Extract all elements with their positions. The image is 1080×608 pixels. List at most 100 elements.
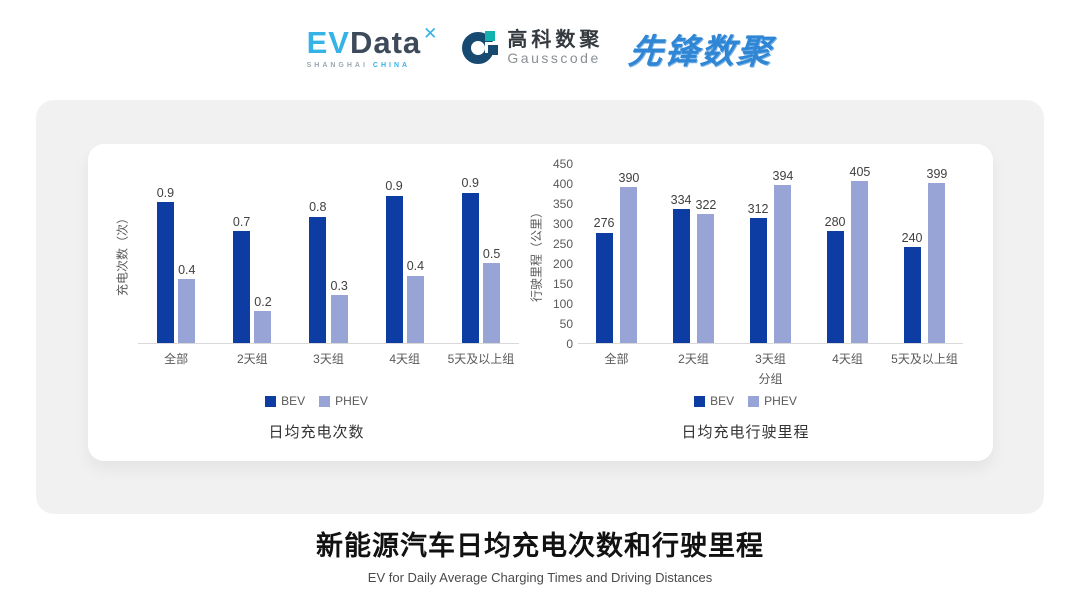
bar-column: 276 [594, 164, 615, 343]
x-category-label: 5天及以上组 [891, 352, 958, 366]
chart-daily-driving-distance: 行驶里程（公里） 450 400 350 300 250 200 150 100 50 0 276 39… [528, 158, 963, 461]
bar-column: 399 [927, 164, 947, 343]
bar-bev [461, 192, 479, 343]
page-title: 新能源汽车日均充电次数和行驶里程 [316, 531, 764, 561]
bar-bev [385, 195, 403, 343]
bar-value-label: 0.7 [232, 214, 251, 229]
evdata-star-icon: ✕ [423, 24, 439, 43]
y-tick-label: 250 [552, 237, 573, 251]
x-category-label: 全部 [164, 352, 189, 366]
charts-card: 充电次数（次） 0.9 0.4 0.7 0.2 0.8 0.3 0.9 0.4 0.9 0.5 全部 2… [88, 144, 993, 461]
bar-value-label: 394 [772, 168, 794, 183]
bar-value-label: 0.9 [461, 176, 479, 191]
y-tick-label: 0 [566, 337, 573, 351]
y-tick-label: 200 [552, 257, 573, 271]
x-axis-title: 分组 [758, 372, 783, 386]
bar-column: 394 [772, 164, 794, 343]
x-category-label: 2天组 [678, 352, 709, 366]
gausscode-logo-cn: 高科数聚 [507, 29, 604, 52]
y-axis-title: 充电次数（次） [114, 164, 130, 344]
bar-group: 240 399 [886, 164, 963, 343]
bar-bev [233, 231, 251, 343]
bar-column: 322 [695, 164, 717, 343]
y-tick-label: 350 [552, 197, 573, 211]
bar-column: 0.9 [157, 164, 174, 343]
bar-value-label: 312 [747, 201, 769, 216]
bar-group: 0.8 0.3 [290, 164, 366, 343]
bar-column: 0.2 [254, 164, 272, 343]
bar-phev [774, 185, 792, 343]
bar-column: 0.4 [407, 164, 424, 343]
header-logos: EV Data ✕ SHANGHAI CHINA 高科数聚 Gausscode 先锋… [0, 0, 1080, 96]
bar-phev [697, 214, 715, 343]
bar-column: 0.7 [233, 164, 250, 343]
bar-group: 0.7 0.2 [214, 164, 290, 343]
bar-value-label: 405 [849, 164, 871, 179]
x-category-label: 5天及以上组 [447, 352, 515, 366]
bar-value-label: 0.9 [385, 179, 403, 194]
bar-column: 0.9 [462, 164, 479, 343]
charts-panel: 充电次数（次） 0.9 0.4 0.7 0.2 0.8 0.3 0.9 0.4 0.9 0.5 全部 2… [36, 100, 1044, 514]
legend-item-phev: PHEV [319, 394, 368, 408]
legend: BEV PHEV [114, 394, 519, 408]
y-tick-label: 150 [552, 277, 573, 291]
bar-phev [406, 275, 424, 343]
bar-value-label: 0.8 [309, 200, 327, 215]
bar-column: 334 [671, 164, 692, 343]
bar-value-label: 334 [670, 192, 692, 207]
x-category-label: 2天组 [236, 352, 268, 366]
legend-swatch-icon [748, 395, 760, 407]
bar-group: 276 390 [578, 164, 655, 343]
x-category-label: 4天组 [832, 352, 863, 366]
y-tick-label: 300 [552, 217, 573, 231]
evdata-logo-ev: EV [306, 25, 350, 60]
bar-column: 0.5 [483, 164, 500, 343]
bar-phev [851, 181, 869, 343]
x-axis-title [138, 367, 519, 385]
plot-area: 充电次数（次） 0.9 0.4 0.7 0.2 0.8 0.3 0.9 0.4 0.9 0.5 [114, 164, 519, 344]
bar-value-label: 0.4 [178, 262, 196, 277]
bar-bev [749, 218, 767, 343]
bar-column: 0.4 [178, 164, 195, 343]
bar-column: 280 [825, 164, 846, 343]
y-tick-label: 450 [552, 157, 573, 171]
bar-value-label: 0.2 [254, 294, 272, 309]
y-tick-label: 400 [552, 177, 573, 191]
bar-value-label: 0.3 [330, 278, 348, 293]
legend-swatch-icon [265, 395, 277, 407]
y-axis-ticks [130, 164, 138, 344]
gausscode-logo: 高科数聚 Gausscode [462, 30, 603, 66]
evdata-logo-subtext: SHANGHAI CHINA [306, 62, 411, 69]
x-axis-category-labels: 全部 2天组 3天组 4天组 5天及以上组 [138, 344, 519, 367]
bar-bev [309, 216, 327, 343]
bar-column: 390 [618, 164, 640, 343]
bar-phev [928, 183, 946, 343]
bar-column: 240 [902, 164, 923, 343]
bar-phev [620, 187, 638, 343]
bar-bev [156, 202, 174, 343]
bar-group: 0.9 0.4 [138, 164, 214, 343]
legend-item-phev: PHEV [748, 394, 797, 408]
bar-column: 0.3 [331, 164, 348, 343]
y-axis-ticks: 450 400 350 300 250 200 150 100 50 0 [544, 158, 578, 350]
legend: BEV PHEV [528, 394, 963, 408]
bar-group: 280 405 [809, 164, 886, 343]
bar-group: 0.9 0.4 [367, 164, 443, 343]
bar-phev [330, 295, 348, 343]
bar-group: 334 322 [655, 164, 732, 343]
x-axis-category-labels: 全部 2天组 3天组 4天组 5天及以上组 [578, 344, 963, 367]
pioneer-datacluster-logo: 先锋数聚 [627, 32, 776, 71]
bar-column: 405 [849, 164, 871, 343]
y-axis-title-text: 行驶里程（公里） [529, 205, 544, 303]
legend-label: PHEV [335, 394, 368, 408]
legend-label: BEV [710, 394, 735, 408]
gausscode-logo-en: Gausscode [507, 50, 601, 67]
x-category-label: 4天组 [389, 352, 421, 366]
bar-column: 0.8 [309, 164, 327, 343]
legend-label: PHEV [764, 394, 797, 408]
plot-grid: 276 390 334 322 312 394 280 405 240 399 [578, 164, 963, 344]
bar-value-label: 322 [695, 197, 717, 212]
bar-value-label: 390 [618, 170, 640, 185]
legend-label: BEV [281, 394, 306, 408]
